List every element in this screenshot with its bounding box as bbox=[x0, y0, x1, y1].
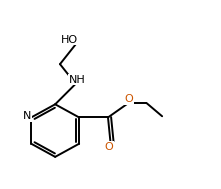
Text: O: O bbox=[105, 142, 114, 152]
Text: NH: NH bbox=[69, 74, 85, 84]
Text: O: O bbox=[125, 94, 133, 104]
Text: HO: HO bbox=[61, 35, 78, 45]
Text: N: N bbox=[23, 111, 31, 121]
